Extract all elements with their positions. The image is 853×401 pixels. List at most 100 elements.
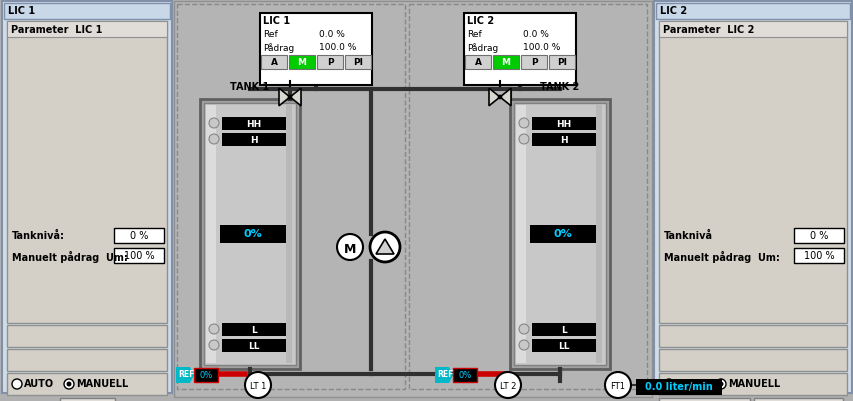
Text: HH: HH: [555, 120, 571, 129]
Bar: [4, 4, 170, 20]
Bar: [409, 5, 647, 389]
Circle shape: [64, 379, 74, 389]
Text: FT1: FT1: [610, 381, 624, 390]
Bar: [452, 368, 477, 382]
Bar: [492, 56, 519, 70]
Circle shape: [519, 119, 528, 129]
Circle shape: [664, 379, 673, 389]
Circle shape: [245, 372, 270, 398]
Bar: [519, 41, 575, 54]
Bar: [514, 104, 606, 365]
Bar: [753, 398, 842, 401]
Circle shape: [519, 135, 528, 145]
Text: L: L: [560, 325, 566, 334]
Text: LL: LL: [558, 341, 569, 350]
Polygon shape: [375, 239, 393, 254]
Text: 0.0 %: 0.0 %: [319, 30, 345, 39]
Text: REF: REF: [437, 369, 453, 378]
Bar: [520, 56, 547, 70]
Polygon shape: [499, 89, 510, 107]
Text: 100 %: 100 %: [803, 250, 833, 260]
Circle shape: [337, 235, 363, 260]
Bar: [519, 28, 575, 41]
Text: M: M: [501, 58, 510, 67]
Text: Close: Close: [73, 400, 100, 401]
Bar: [464, 56, 490, 70]
Circle shape: [369, 233, 399, 262]
Bar: [655, 4, 849, 20]
Bar: [659, 22, 846, 323]
Text: Ref: Ref: [263, 30, 277, 39]
Text: 0 %: 0 %: [809, 231, 827, 241]
Bar: [659, 373, 846, 395]
Bar: [531, 118, 595, 131]
Text: 0%: 0%: [199, 370, 212, 379]
Circle shape: [715, 379, 725, 389]
Bar: [200, 100, 299, 369]
Circle shape: [497, 96, 502, 100]
Bar: [316, 41, 372, 54]
Bar: [194, 368, 218, 382]
Text: Parameter  LIC 2: Parameter LIC 2: [662, 25, 753, 35]
Bar: [113, 248, 164, 263]
Circle shape: [209, 340, 218, 350]
Text: Close: Close: [784, 400, 810, 401]
Text: A: A: [270, 58, 277, 67]
Bar: [595, 106, 601, 363]
Bar: [7, 22, 167, 323]
Text: LT 1: LT 1: [250, 381, 266, 390]
Text: LL: LL: [248, 341, 259, 350]
Bar: [463, 14, 575, 28]
Circle shape: [287, 96, 292, 100]
Text: LIC 1: LIC 1: [263, 16, 290, 26]
Text: 100.0 %: 100.0 %: [319, 43, 356, 52]
Circle shape: [604, 372, 630, 398]
Bar: [793, 248, 843, 263]
Bar: [316, 56, 343, 70]
Text: REF: REF: [177, 369, 194, 378]
Bar: [7, 325, 167, 347]
Bar: [659, 22, 846, 38]
Bar: [509, 100, 609, 369]
Text: LT 2: LT 2: [499, 381, 515, 390]
Bar: [515, 106, 525, 363]
Text: LIC 2: LIC 2: [659, 6, 687, 16]
Bar: [531, 323, 595, 336]
Bar: [113, 229, 164, 243]
Text: TANK 2: TANK 2: [540, 82, 579, 92]
Bar: [222, 134, 286, 147]
Text: MANUELL: MANUELL: [727, 378, 780, 388]
Polygon shape: [434, 367, 452, 383]
Text: Pådrag: Pådrag: [467, 43, 497, 53]
Circle shape: [67, 381, 72, 387]
Bar: [259, 14, 372, 28]
Polygon shape: [489, 89, 499, 107]
Bar: [548, 56, 574, 70]
Text: Ref: Ref: [467, 30, 481, 39]
Text: LIC 1: LIC 1: [8, 6, 35, 16]
Text: Parameter  LIC 1: Parameter LIC 1: [11, 25, 102, 35]
Bar: [174, 2, 651, 397]
Text: M: M: [297, 58, 306, 67]
Bar: [463, 41, 575, 54]
Text: Manuelt pådrag  Um:: Manuelt pådrag Um:: [12, 250, 128, 262]
Text: PI: PI: [556, 58, 566, 67]
Bar: [259, 14, 372, 86]
Text: M: M: [344, 242, 356, 255]
Text: 0%: 0%: [553, 229, 572, 239]
Text: HH: HH: [246, 120, 261, 129]
Bar: [659, 325, 846, 347]
Bar: [206, 106, 216, 363]
Text: 0%: 0%: [458, 370, 471, 379]
Bar: [531, 134, 595, 147]
Bar: [463, 28, 575, 41]
Text: Pådrag: Pådrag: [263, 43, 294, 53]
Text: P: P: [327, 58, 333, 67]
Text: 0.0 %: 0.0 %: [522, 30, 548, 39]
Bar: [261, 56, 287, 70]
Circle shape: [209, 135, 218, 145]
Polygon shape: [279, 89, 290, 107]
Bar: [653, 2, 851, 393]
Text: MANUELL: MANUELL: [76, 378, 128, 388]
Bar: [530, 225, 595, 243]
